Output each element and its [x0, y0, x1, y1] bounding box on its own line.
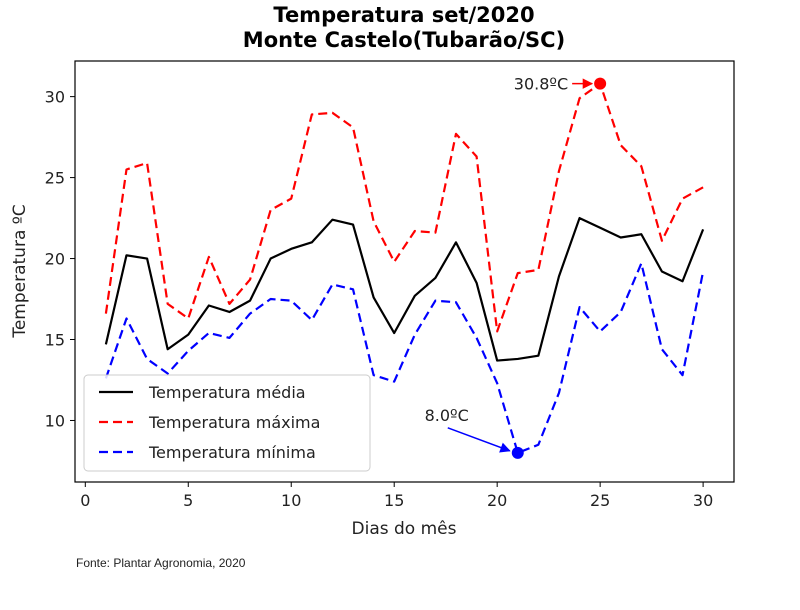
annotations: 30.8ºC 8.0ºC	[425, 75, 607, 459]
x-axis: 0 5 10 15 20 25 30	[80, 482, 713, 510]
plot-frame	[74, 60, 735, 483]
min-annotation-arrow	[447, 427, 511, 453]
x-tick-label: 30	[693, 491, 713, 510]
y-axis: 10 15 20 25 30	[45, 88, 75, 430]
y-axis-label: Temperatura ºC	[10, 204, 30, 338]
y-tick-label: 15	[45, 331, 65, 350]
min-annotation-label: 8.0ºC	[425, 406, 469, 425]
x-tick-label: 0	[80, 491, 90, 510]
chart-subtitle: Monte Castelo(Tubarão/SC)	[243, 28, 565, 52]
x-tick-label: 25	[590, 491, 610, 510]
x-tick-label: 15	[384, 491, 404, 510]
legend-box	[83, 374, 371, 472]
chart-title: Temperatura set/2020	[273, 3, 534, 27]
x-tick-label: 20	[487, 491, 507, 510]
y-tick-label: 25	[45, 169, 65, 188]
plot-area	[104, 82, 705, 454]
y-tick-label: 10	[45, 411, 65, 430]
series-line-temperatura-media	[104, 216, 705, 362]
x-axis-label: Dias do mês	[352, 519, 457, 539]
min-point-marker	[511, 446, 524, 459]
source-note: Fonte: Plantar Agronomia, 2020	[76, 556, 246, 570]
legend: Temperatura média Temperatura máxima Tempe…	[83, 374, 371, 472]
series-line-temperatura-minima	[104, 262, 705, 454]
legend-label-temperatura-maxima: Temperatura máxima	[148, 413, 320, 432]
max-annotation-label: 30.8ºC	[514, 75, 568, 94]
legend-label-temperatura-minima: Temperatura mínima	[148, 443, 316, 462]
y-tick-label: 30	[45, 88, 65, 107]
max-point-marker	[594, 77, 607, 90]
series-line-temperatura-maxima	[104, 82, 704, 333]
legend-label-temperatura-media: Temperatura média	[148, 383, 306, 402]
x-tick-label: 5	[183, 491, 193, 510]
y-tick-label: 20	[45, 250, 65, 269]
x-tick-label: 10	[281, 491, 301, 510]
